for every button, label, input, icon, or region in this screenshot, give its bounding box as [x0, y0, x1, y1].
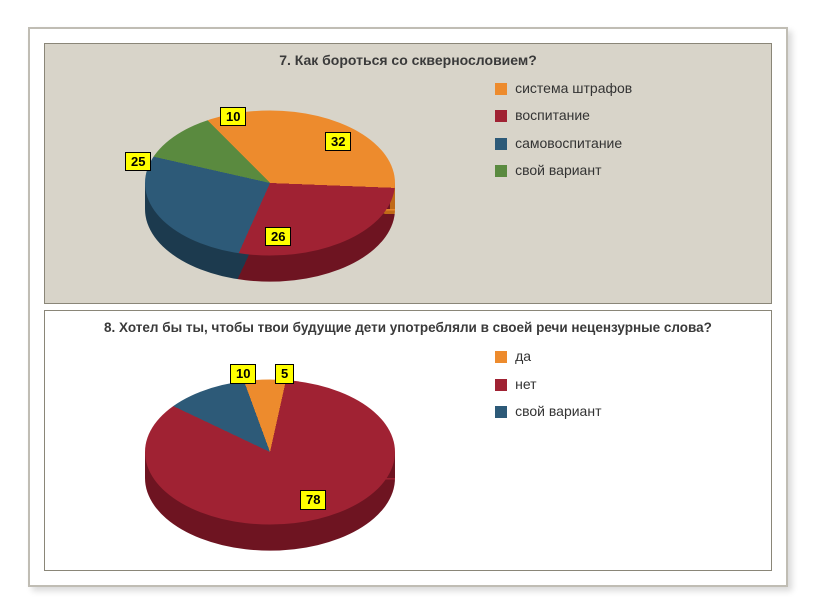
legend-swatch [495, 138, 507, 150]
data-label: 26 [265, 227, 291, 247]
legend-item: да [495, 348, 763, 366]
data-label: 78 [300, 490, 326, 510]
pie-top [145, 379, 395, 524]
legend-item: нет [495, 376, 763, 394]
legend-swatch [495, 379, 507, 391]
legend-item: воспитание [495, 107, 763, 125]
pie-chart [145, 58, 395, 304]
legend-item: самовоспитание [495, 135, 763, 153]
slide-frame: 7. Как бороться со сквернословием? 32262… [28, 27, 788, 587]
legend-swatch [495, 165, 507, 177]
chart-panel-7: 7. Как бороться со сквернословием? 32262… [44, 43, 772, 304]
legend-swatch [495, 83, 507, 95]
legend-swatch [495, 110, 507, 122]
legend: система штрафов воспитание самовоспитание с… [495, 72, 771, 295]
data-label: 10 [230, 364, 256, 384]
legend-label: система штрафов [515, 80, 632, 98]
legend-item: свой вариант [495, 403, 763, 421]
legend-label: самовоспитание [515, 135, 622, 153]
pie-area: 5 78 10 [45, 340, 495, 563]
legend-label: да [515, 348, 531, 366]
legend-swatch [495, 406, 507, 418]
pie-chart [145, 327, 395, 571]
legend-label: свой вариант [515, 162, 601, 180]
legend-item: система штрафов [495, 80, 763, 98]
data-label: 10 [220, 107, 246, 127]
chart-body: 32 26 25 10 система штрафов воспитание самово… [45, 72, 771, 295]
chart-panel-8: 8. Хотел бы ты, чтобы твои будущие дети … [44, 310, 772, 571]
pie-area: 32 26 25 10 [45, 72, 495, 295]
legend-item: свой вариант [495, 162, 763, 180]
data-label: 32 [325, 132, 351, 152]
legend-label: воспитание [515, 107, 590, 125]
legend-label: нет [515, 376, 536, 394]
chart-body: 5 78 10 да нет свой вариант [45, 340, 771, 563]
data-label: 5 [275, 364, 294, 384]
legend-swatch [495, 351, 507, 363]
legend: да нет свой вариант [495, 340, 771, 563]
legend-label: свой вариант [515, 403, 601, 421]
data-label: 25 [125, 152, 151, 172]
